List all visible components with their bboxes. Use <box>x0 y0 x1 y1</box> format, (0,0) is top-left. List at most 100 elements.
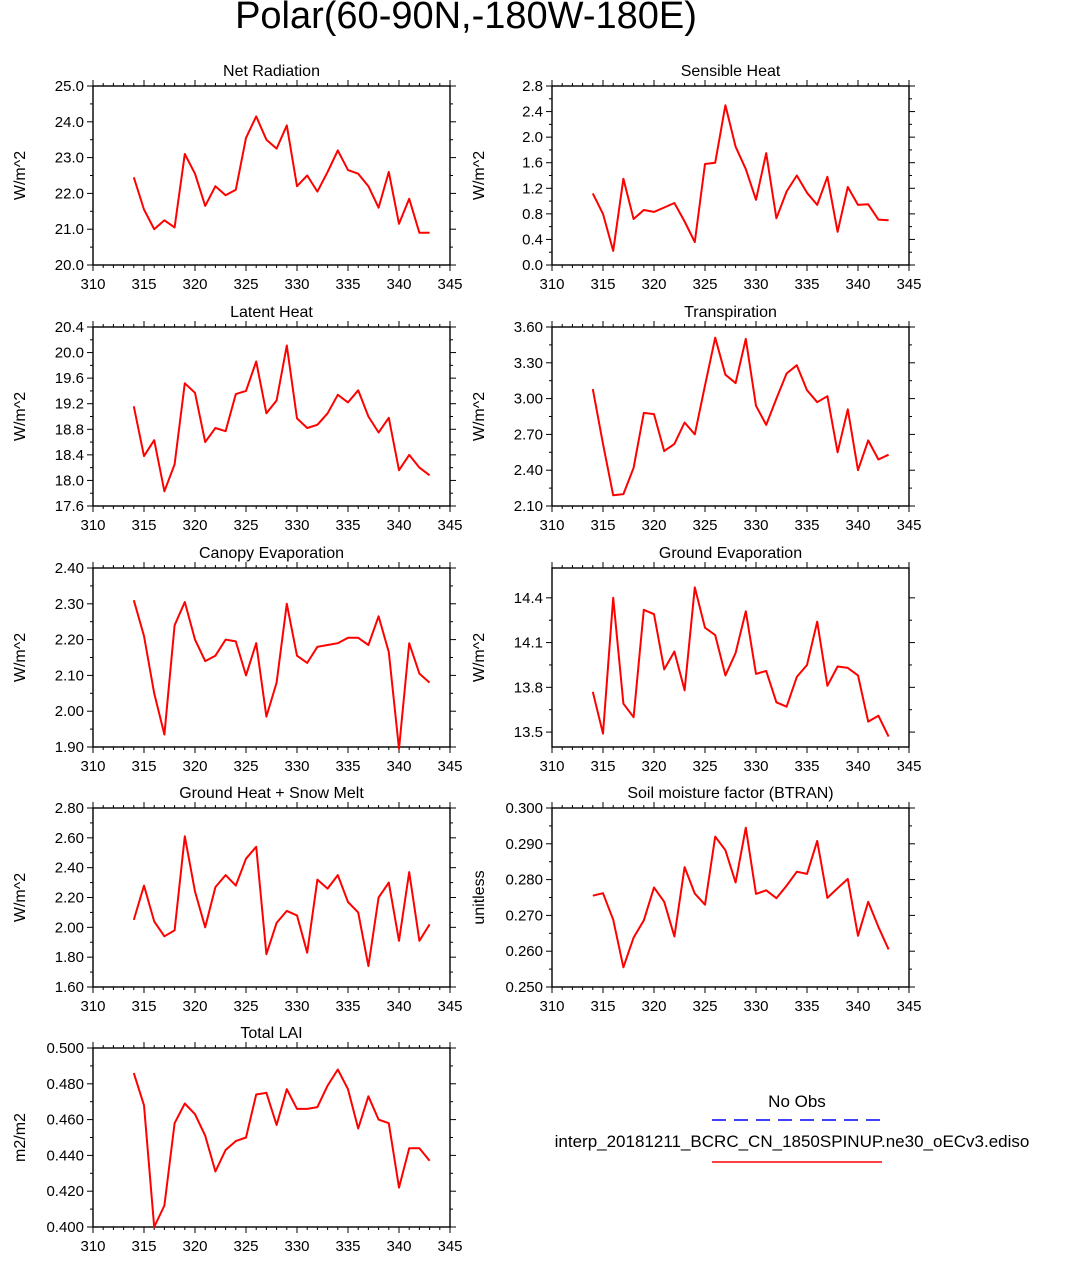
y-tick-label: 0.480 <box>46 1076 84 1093</box>
y-tick-label: 2.0 <box>522 129 543 146</box>
series-line-model <box>591 104 889 252</box>
y-tick-label: 3.00 <box>514 391 543 408</box>
panel-title: Sensible Heat <box>681 63 781 80</box>
x-tick-label: 310 <box>539 517 564 534</box>
x-tick-label: 325 <box>692 758 717 775</box>
y-tick-label: 2.80 <box>55 800 84 817</box>
x-tick-label: 320 <box>641 758 666 775</box>
y-tick-label: 0.280 <box>505 872 543 889</box>
y-tick-label: 0.420 <box>46 1183 84 1200</box>
legend-obs-label: No Obs <box>768 1092 826 1111</box>
x-tick-label: 310 <box>80 1238 105 1255</box>
y-tick-label: 1.60 <box>55 979 84 996</box>
y-tick-label: 18.4 <box>55 447 84 464</box>
y-axis-label: W/m^2 <box>12 392 29 441</box>
x-tick-label: 330 <box>743 276 768 293</box>
y-tick-label: 2.20 <box>55 632 84 649</box>
y-tick-label: 2.8 <box>522 78 543 95</box>
x-tick-label: 345 <box>896 758 921 775</box>
x-tick-label: 315 <box>131 517 156 534</box>
y-tick-label: 0.250 <box>505 979 543 996</box>
x-tick-label: 340 <box>845 276 870 293</box>
x-tick-label: 345 <box>437 276 462 293</box>
x-tick-label: 345 <box>896 517 921 534</box>
y-axis-label: W/m^2 <box>471 633 488 682</box>
panel-title: Total LAI <box>240 1025 302 1042</box>
series-line-model <box>591 586 890 738</box>
y-axis-label: W/m^2 <box>12 151 29 200</box>
x-tick-label: 340 <box>845 758 870 775</box>
y-tick-label: 0.400 <box>46 1219 84 1236</box>
y-tick-label: 23.0 <box>55 150 84 167</box>
y-tick-label: 0.440 <box>46 1147 84 1164</box>
series-line-model <box>132 344 431 493</box>
y-tick-label: 3.60 <box>514 319 543 336</box>
y-tick-label: 2.00 <box>55 919 84 936</box>
x-tick-label: 345 <box>437 998 462 1015</box>
y-tick-label: 22.0 <box>55 185 84 202</box>
y-tick-label: 1.80 <box>55 949 84 966</box>
panel-title: Transpiration <box>684 304 777 321</box>
x-tick-label: 315 <box>131 998 156 1015</box>
legend-model-label: interp_20181211_BCRC_CN_1850SPINUP.ne30_… <box>555 1132 1030 1151</box>
y-tick-label: 3.30 <box>514 355 543 372</box>
y-tick-label: 0.500 <box>46 1040 84 1057</box>
x-tick-label: 315 <box>590 517 615 534</box>
x-tick-label: 335 <box>335 1238 360 1255</box>
panel-title: Soil moisture factor (BTRAN) <box>627 785 833 802</box>
x-tick-label: 345 <box>896 998 921 1015</box>
x-tick-label: 340 <box>386 758 411 775</box>
x-tick-label: 325 <box>233 998 258 1015</box>
y-tick-label: 20.0 <box>55 257 84 274</box>
series-line-model <box>132 115 430 234</box>
y-tick-label: 0.300 <box>505 800 543 817</box>
series-line-model <box>132 835 431 968</box>
x-tick-label: 340 <box>386 276 411 293</box>
y-tick-label: 0.8 <box>522 206 543 223</box>
y-tick-label: 2.4 <box>522 104 543 121</box>
panel-ground-heat-snow-melt: Ground Heat + Snow Melt W/m^2 310 315 320 325… <box>12 785 463 1015</box>
y-tick-label: 1.6 <box>522 155 543 172</box>
x-tick-label: 340 <box>845 998 870 1015</box>
panel-total-lai: Total LAI m2/m2 310 315 320 325 330 335 340 345 0.… <box>12 1025 463 1255</box>
x-tick-label: 310 <box>80 998 105 1015</box>
y-tick-label: 14.1 <box>514 635 543 652</box>
panel-title: Ground Heat + Snow Melt <box>179 785 364 802</box>
x-tick-label: 325 <box>233 517 258 534</box>
y-tick-label: 25.0 <box>55 78 84 95</box>
panel-latent-heat: Latent Heat W/m^2 310 315 320 325 330 335 340 345… <box>12 304 463 534</box>
y-tick-label: 18.8 <box>55 421 84 438</box>
plot-frame <box>551 326 910 507</box>
x-tick-label: 310 <box>539 758 564 775</box>
plot-frame <box>92 326 451 507</box>
x-tick-label: 315 <box>590 998 615 1015</box>
x-tick-label: 345 <box>437 517 462 534</box>
x-tick-label: 315 <box>590 276 615 293</box>
x-tick-label: 330 <box>284 276 309 293</box>
panel-title: Net Radiation <box>223 63 320 80</box>
y-tick-label: 1.90 <box>55 739 84 756</box>
y-tick-label: 13.8 <box>514 679 543 696</box>
y-tick-label: 19.2 <box>55 396 84 413</box>
panel-soil-moisture-factor: Soil moisture factor (BTRAN) unitless 310 3… <box>471 785 922 1015</box>
y-tick-label: 17.6 <box>55 498 84 515</box>
x-tick-label: 320 <box>182 276 207 293</box>
x-tick-label: 310 <box>80 758 105 775</box>
y-axis-label: W/m^2 <box>471 392 488 441</box>
x-tick-label: 325 <box>233 758 258 775</box>
x-tick-label: 310 <box>80 517 105 534</box>
x-tick-label: 320 <box>182 758 207 775</box>
x-tick-label: 325 <box>692 276 717 293</box>
y-tick-label: 2.30 <box>55 596 84 613</box>
x-tick-label: 335 <box>794 517 819 534</box>
y-tick-label: 18.0 <box>55 472 84 489</box>
x-tick-label: 310 <box>539 998 564 1015</box>
panel-title: Canopy Evaporation <box>199 545 344 562</box>
y-tick-label: 2.20 <box>55 890 84 907</box>
y-tick-label: 21.0 <box>55 221 84 238</box>
y-tick-label: 2.70 <box>514 426 543 443</box>
y-tick-label: 0.0 <box>522 257 543 274</box>
x-tick-label: 325 <box>233 1238 258 1255</box>
x-tick-label: 320 <box>182 517 207 534</box>
x-tick-label: 345 <box>896 276 921 293</box>
